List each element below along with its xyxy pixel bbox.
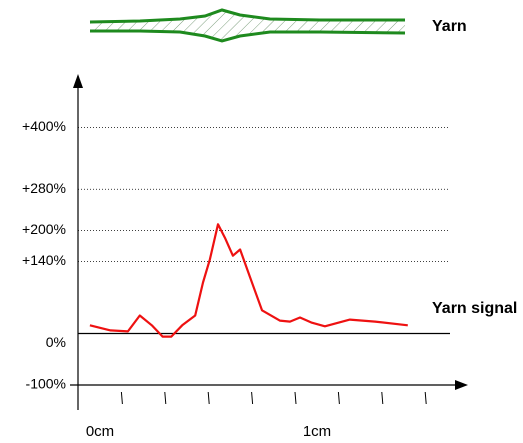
y-tick-label: 0% [46,334,66,350]
x-axis-arrow [455,380,468,390]
yarn-label: Yarn [432,18,467,35]
x-minor-tick [425,392,426,404]
signal-line [90,224,408,336]
x-minor-tick [338,392,339,404]
series-label: Yarn signal [432,300,517,317]
page: {"chart_data": {"type": "line", "yarn_la… [0,0,523,443]
y-tick-label: +140% [22,252,66,268]
x-minor-tick [165,392,166,404]
x-minor-tick [382,392,383,404]
y-tick-label: -100% [26,376,66,392]
x-minor-tick [252,392,253,404]
x-tick-label: 1cm [303,423,331,440]
x-tick-label: 0cm [86,423,114,440]
x-minor-tick [121,392,122,404]
y-tick-label: +400% [22,118,66,134]
yarn-illustration [90,10,405,41]
y-axis-arrow [73,74,83,88]
y-tick-label: +200% [22,221,66,237]
x-minor-tick [208,392,209,404]
x-tick [295,392,296,404]
chart: Yarn -100% 0% +140% +200% +280% +400% 0cm 1cm Ya… [0,0,523,443]
y-tick-label: +280% [22,180,66,196]
